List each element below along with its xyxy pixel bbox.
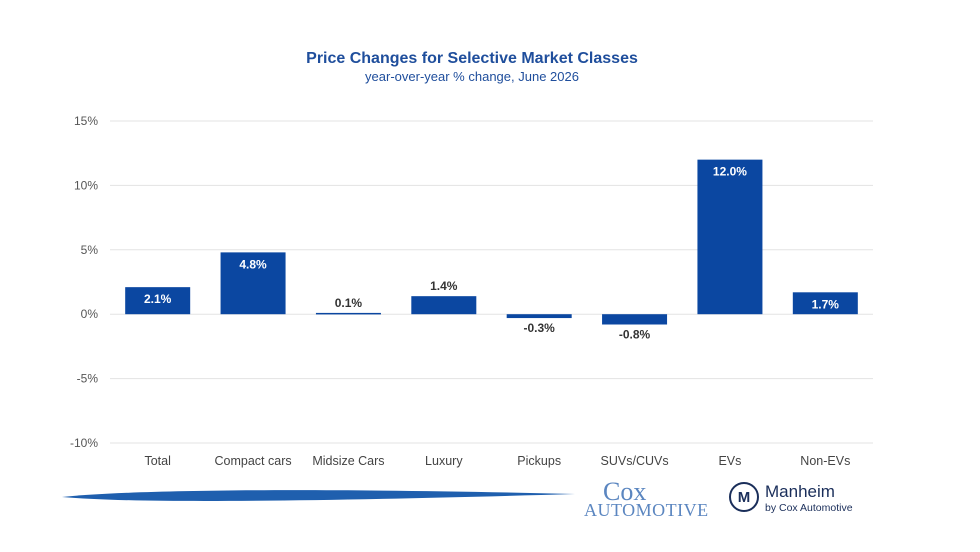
data-label: 0.1% — [335, 296, 363, 310]
x-category-label: Midsize Cars — [312, 454, 384, 468]
manheim-logo-name: Manheim — [765, 482, 835, 501]
bar — [220, 252, 286, 315]
footer: Cox Automotive M Manheim by Cox Automoti… — [62, 477, 853, 520]
cox-logo-line1: Cox — [603, 477, 646, 506]
bar — [506, 314, 572, 319]
bar — [125, 287, 191, 315]
data-label: 12.0% — [713, 165, 747, 179]
x-category-label: Pickups — [517, 454, 561, 468]
x-axis-categories: Total Compact cars Midsize Cars Luxury Picku… — [144, 454, 850, 468]
chart-title: Price Changes for Selective Market Class… — [306, 50, 638, 67]
x-category-label: SUVs/CUVs — [601, 454, 669, 468]
data-label: 1.4% — [430, 279, 458, 293]
bar — [315, 312, 381, 315]
y-tick-label: -5% — [77, 372, 99, 386]
data-label: -0.3% — [524, 321, 556, 335]
data-label: -0.8% — [619, 328, 651, 342]
brand-swoosh — [62, 490, 575, 501]
x-category-label: Luxury — [425, 454, 463, 468]
y-axis-ticks: 15% 10% 5% 0% -5% -10% — [70, 114, 98, 450]
x-category-label: Compact cars — [215, 454, 292, 468]
chart-subtitle: year-over-year % change, June 2026 — [365, 69, 579, 84]
bar — [411, 296, 477, 315]
y-tick-label: 0% — [81, 307, 99, 321]
data-label: 1.7% — [812, 297, 840, 311]
cox-logo-line2: Automotive — [584, 500, 709, 520]
bar — [697, 159, 763, 315]
data-label: 2.1% — [144, 292, 172, 306]
y-tick-label: 15% — [74, 114, 98, 128]
x-category-label: Non-EVs — [800, 454, 850, 468]
manheim-glyph: M — [738, 489, 751, 506]
data-label: 4.8% — [239, 257, 267, 271]
bar — [602, 314, 668, 325]
manheim-logo-tagline: by Cox Automotive — [765, 502, 853, 514]
y-tick-label: -10% — [70, 436, 98, 450]
x-category-label: Total — [144, 454, 170, 468]
y-tick-label: 10% — [74, 178, 98, 192]
manheim-logo-icon: M — [729, 482, 759, 512]
bar — [792, 292, 858, 315]
data-labels: 2.1% 4.8% 0.1% 1.4% -0.3% -0.8% 12.0% 1.7% — [144, 165, 839, 342]
x-category-label: EVs — [718, 454, 741, 468]
y-tick-label: 5% — [81, 243, 99, 257]
bars — [125, 159, 858, 325]
